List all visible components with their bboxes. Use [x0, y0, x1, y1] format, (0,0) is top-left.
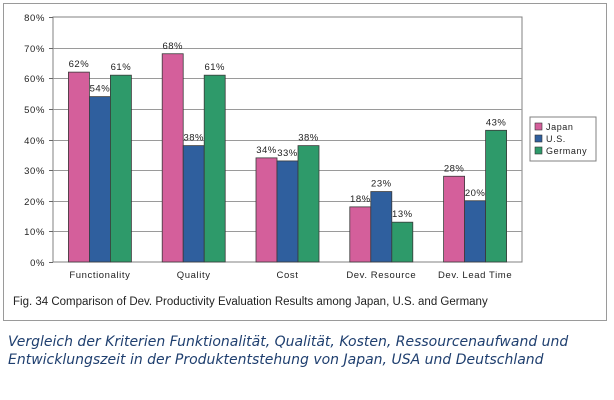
- legend-label: U.S.: [546, 134, 566, 144]
- y-tick-label: 0%: [30, 258, 45, 269]
- bar: [391, 221, 414, 263]
- bar: [443, 175, 466, 263]
- bar: [182, 145, 205, 263]
- bar: [161, 53, 184, 263]
- y-tick-label: 70%: [24, 44, 45, 55]
- data-label: 33%: [277, 148, 298, 159]
- data-label: 34%: [256, 145, 277, 156]
- bar: [370, 191, 393, 263]
- x-tick-label: Functionality: [69, 270, 130, 281]
- bar: [349, 206, 372, 263]
- bar: [110, 74, 132, 263]
- data-label: 38%: [183, 133, 204, 144]
- german-subcaption: Vergleich der Kriterien Funktionalität, …: [8, 334, 569, 368]
- bar: [297, 145, 320, 263]
- x-tick-label: Quality: [177, 270, 211, 281]
- legend-swatch: [534, 146, 543, 155]
- x-tick-label: Dev. Resource: [346, 270, 416, 281]
- data-label: 20%: [465, 188, 486, 199]
- data-label: 68%: [162, 41, 183, 52]
- bar: [485, 129, 508, 263]
- legend-swatch: [534, 134, 543, 143]
- bar: [89, 96, 111, 263]
- y-tick-label: 10%: [24, 227, 45, 238]
- data-label: 18%: [350, 194, 371, 205]
- y-tick-label: 40%: [24, 136, 45, 147]
- x-tick-label: Dev. Lead Time: [438, 270, 512, 281]
- y-tick-label: 30%: [24, 166, 45, 177]
- bar: [68, 71, 90, 263]
- y-tick-label: 60%: [24, 74, 45, 85]
- y-tick-label: 20%: [24, 197, 45, 208]
- x-tick-label: Cost: [277, 270, 299, 281]
- data-label: 23%: [371, 179, 392, 190]
- data-label: 38%: [298, 133, 319, 144]
- legend-label: Germany: [546, 146, 587, 156]
- data-label: 28%: [444, 163, 465, 174]
- data-label: 61%: [111, 62, 132, 73]
- data-label: 13%: [392, 209, 413, 220]
- legend-label: Japan: [546, 122, 574, 132]
- bar: [464, 200, 487, 263]
- figure-caption: Fig. 34 Comparison of Dev. Productivity …: [13, 296, 488, 308]
- y-tick-label: 80%: [24, 13, 45, 24]
- bar-chart: 0%10%20%30%40%50%60%70%80%62%54%61%Funct…: [24, 13, 597, 281]
- data-label: 62%: [69, 59, 90, 70]
- bar: [255, 157, 278, 263]
- bar: [203, 74, 226, 263]
- y-tick-label: 50%: [24, 105, 45, 116]
- data-label: 43%: [486, 117, 507, 128]
- legend-swatch: [534, 122, 543, 131]
- bar: [276, 160, 299, 263]
- data-label: 61%: [204, 62, 225, 73]
- data-label: 54%: [90, 84, 111, 95]
